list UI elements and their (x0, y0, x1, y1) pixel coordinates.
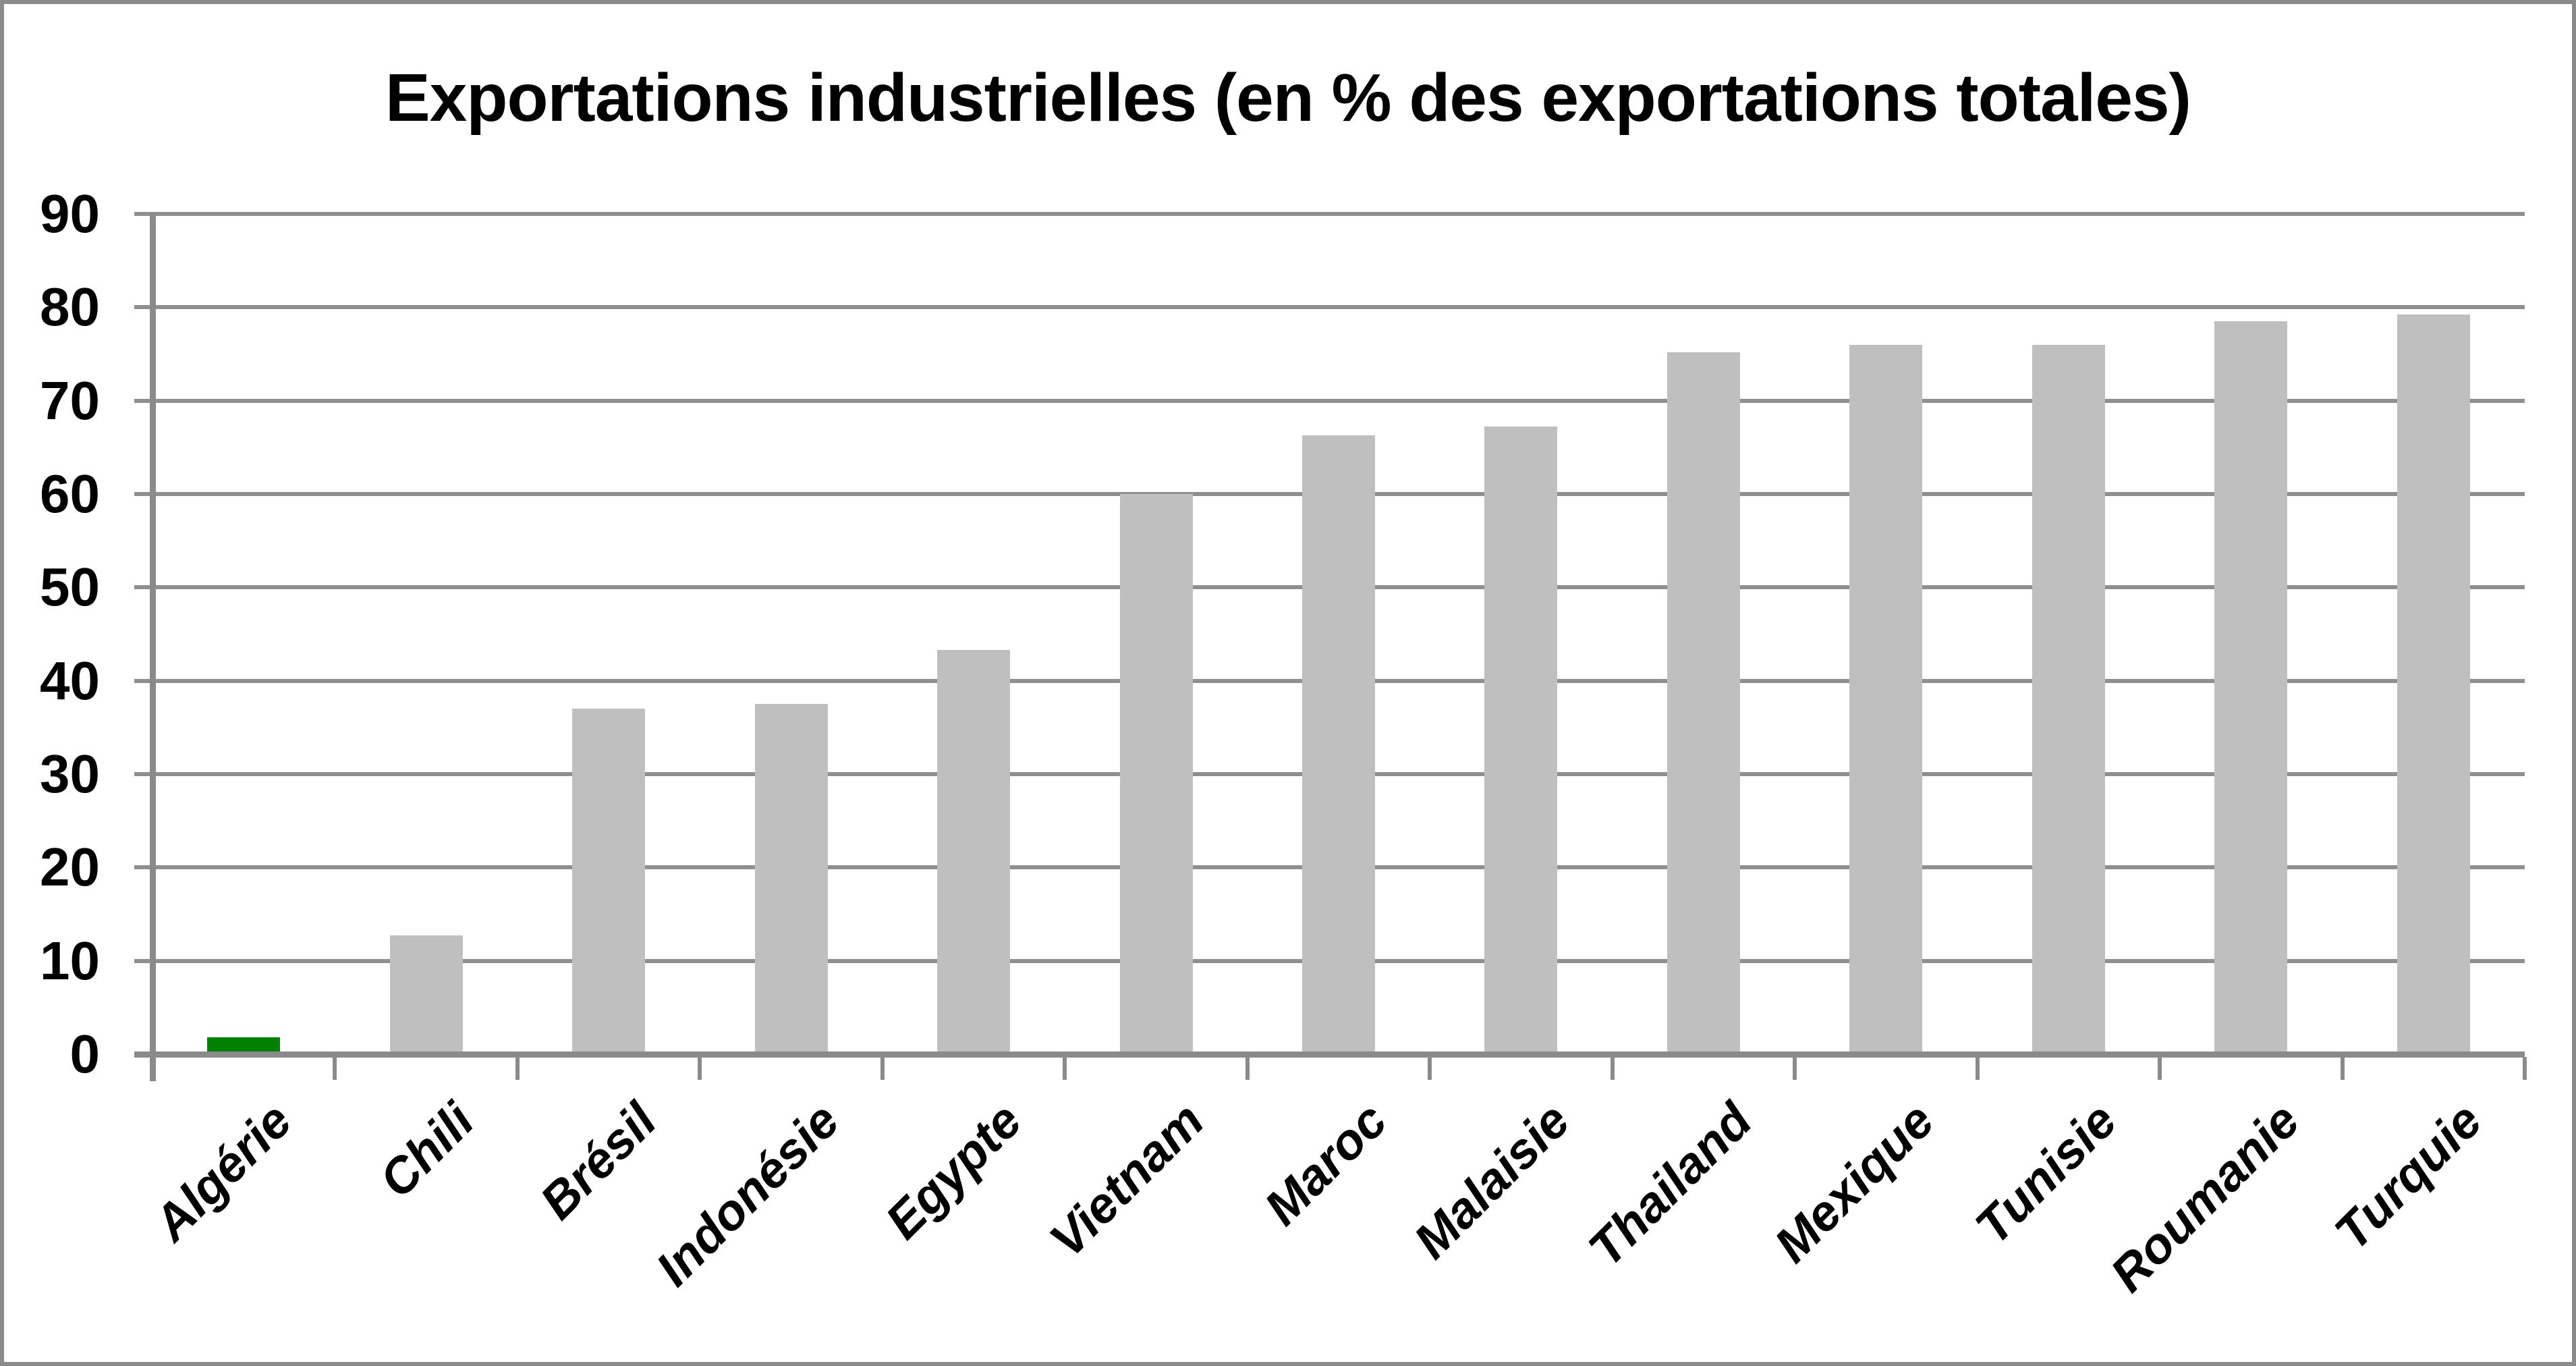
bar-turquie (2397, 315, 2470, 1052)
bar-algerie (207, 1037, 281, 1052)
x-axis-label-tunisie: Tunisie (1964, 1092, 2127, 1255)
bar-egypte (937, 650, 1011, 1052)
bar-tunisie (2032, 344, 2105, 1052)
x-axis-line (134, 1051, 2525, 1058)
y-axis-label-80: 80 (40, 277, 100, 337)
x-axis-tick-9 (1793, 1057, 1797, 1080)
y-axis-line (150, 214, 156, 1081)
bar-mexique (1849, 344, 1923, 1052)
y-axis-label-70: 70 (40, 370, 100, 431)
y-axis-label-30: 30 (40, 744, 100, 804)
bar-indonesie (754, 704, 828, 1052)
x-axis-label-indonesie: Indonésie (645, 1092, 850, 1297)
bar-vietnam (1119, 494, 1193, 1052)
y-axis-label-90: 90 (40, 184, 100, 244)
y-axis-label-20: 20 (40, 837, 100, 898)
bar-bresil (572, 709, 646, 1052)
gridline-90 (134, 212, 2525, 216)
chart-title: Exportations industrielles (en % des exp… (385, 60, 2191, 136)
x-axis-label-maroc: Maroc (1254, 1092, 1397, 1236)
x-axis-tick-1 (333, 1057, 337, 1080)
y-axis-label-60: 60 (40, 464, 100, 524)
x-axis-tick-6 (1245, 1057, 1250, 1080)
y-axis-label-0: 0 (69, 1024, 101, 1084)
x-axis-label-turquie: Turquie (2323, 1092, 2492, 1261)
y-axis-label-10: 10 (40, 930, 100, 991)
x-axis-tick-8 (1610, 1057, 1615, 1080)
x-axis-tick-3 (698, 1057, 702, 1080)
x-axis-tick-2 (515, 1057, 520, 1080)
x-axis-label-malaisie: Malaisie (1402, 1092, 1580, 1269)
x-axis-label-algerie: Algérie (142, 1092, 303, 1252)
x-axis-tick-11 (2158, 1057, 2162, 1080)
y-axis-label-40: 40 (40, 650, 100, 711)
bar-thailand (1667, 352, 1740, 1052)
x-axis-label-mexique: Mexique (1764, 1092, 1945, 1274)
x-axis-label-chili: Chili (368, 1092, 485, 1209)
x-axis-label-egypte: Egypte (874, 1092, 1032, 1250)
x-axis-tick-7 (1428, 1057, 1432, 1080)
x-axis-tick-13 (2523, 1057, 2527, 1080)
x-axis-label-roumanie: Roumanie (2099, 1092, 2310, 1303)
x-axis-tick-5 (1063, 1057, 1067, 1080)
bar-malaisie (1484, 427, 1558, 1052)
gridline-70 (134, 398, 2525, 403)
bar-roumanie (2214, 321, 2288, 1052)
x-axis-label-vietnam: Vietnam (1039, 1092, 1215, 1268)
y-axis-label-50: 50 (40, 557, 100, 618)
gridline-80 (134, 305, 2525, 310)
bar-maroc (1302, 435, 1375, 1052)
x-axis-label-thailand: Thailand (1577, 1092, 1762, 1277)
x-axis-tick-12 (2340, 1057, 2345, 1080)
x-axis-label-bresil: Brésil (529, 1092, 667, 1230)
x-axis-tick-4 (880, 1057, 885, 1080)
bar-chili (389, 935, 463, 1052)
x-axis-tick-10 (1975, 1057, 1980, 1080)
